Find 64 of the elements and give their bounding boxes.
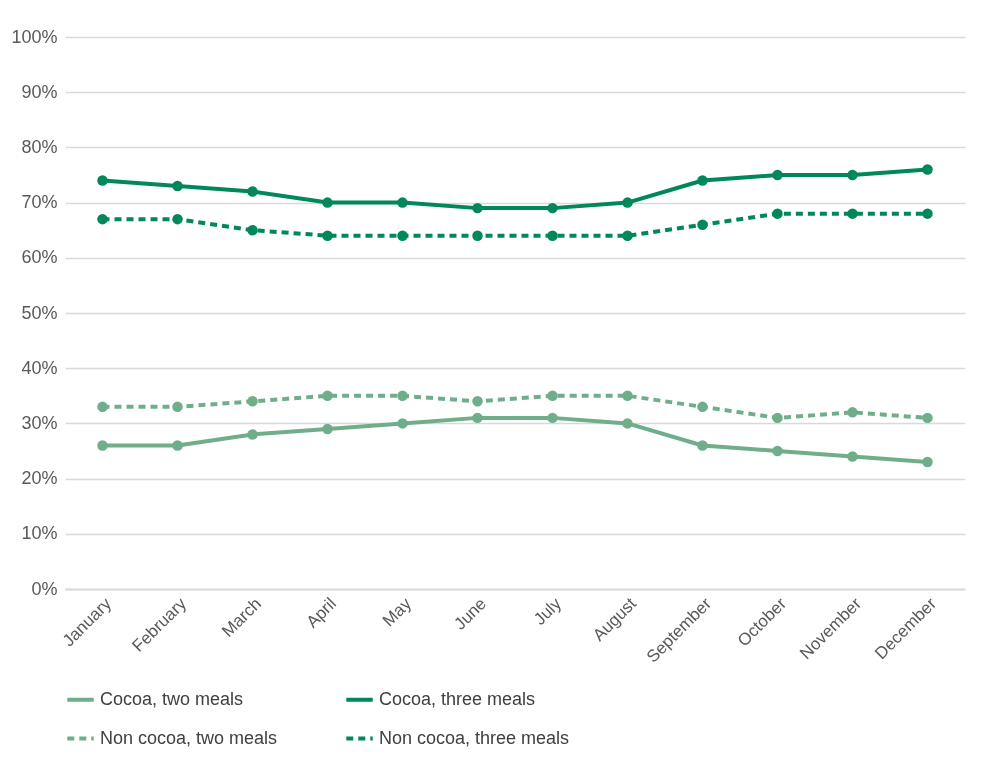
point [697, 175, 708, 186]
point [547, 412, 558, 424]
point [172, 401, 183, 413]
point [247, 429, 258, 440]
point [772, 169, 783, 181]
point [397, 390, 408, 402]
point [697, 401, 708, 413]
y-tick-label: 70% [21, 192, 58, 213]
point [697, 440, 708, 451]
point [472, 202, 483, 214]
legend-label: Cocoa, three meals [379, 688, 536, 709]
y-tick-label: 40% [21, 357, 58, 378]
y-tick-label: 100% [11, 26, 58, 47]
y-tick-label: 30% [21, 412, 58, 433]
point [847, 451, 858, 462]
point [922, 164, 933, 175]
point [772, 208, 783, 219]
point [922, 208, 933, 219]
point [472, 412, 483, 424]
y-tick-label: 80% [21, 136, 58, 157]
point [847, 407, 858, 418]
point [247, 224, 258, 236]
point [547, 202, 558, 214]
point [622, 230, 633, 241]
y-tick-label: 10% [21, 523, 58, 544]
point [547, 230, 558, 241]
point [322, 197, 333, 208]
point [922, 456, 933, 468]
point [172, 180, 183, 192]
point [772, 412, 783, 424]
point [322, 230, 333, 241]
point [547, 390, 558, 402]
point [97, 175, 108, 186]
point [397, 418, 408, 429]
point [397, 230, 408, 241]
point [397, 197, 408, 208]
y-tick-label: 90% [21, 81, 58, 102]
point [472, 396, 483, 407]
point [247, 396, 258, 407]
point [622, 418, 633, 429]
y-tick-label: 60% [21, 247, 58, 268]
point [172, 440, 183, 451]
legend-label: Cocoa, two meals [100, 688, 244, 709]
point [322, 423, 333, 435]
point [622, 197, 633, 208]
y-tick-label: 20% [21, 468, 58, 489]
x-tick-label: July [530, 593, 566, 629]
point [847, 169, 858, 181]
y-tick-label: 50% [21, 302, 58, 323]
point [847, 208, 858, 219]
point [322, 390, 333, 402]
point [172, 213, 183, 225]
point [697, 219, 708, 230]
point [97, 440, 108, 451]
point [472, 230, 483, 241]
y-tick-label: 0% [31, 578, 58, 599]
legend-label: Non cocoa, two meals [100, 727, 278, 748]
point [772, 445, 783, 457]
point [247, 186, 258, 197]
point [922, 412, 933, 424]
point [97, 401, 108, 413]
point [622, 390, 633, 402]
legend-label: Non cocoa, three meals [379, 727, 570, 748]
point [97, 213, 108, 225]
